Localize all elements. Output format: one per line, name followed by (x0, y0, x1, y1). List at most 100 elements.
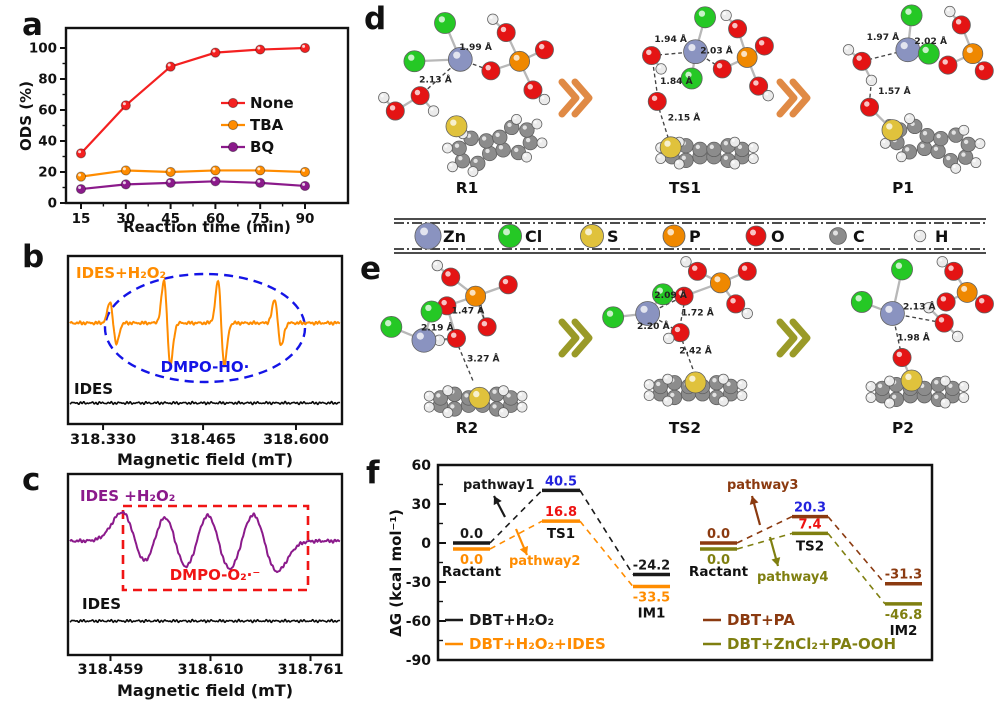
panel-d-letter: d (364, 1, 387, 37)
svg-text:3.27 Å: 3.27 Å (467, 353, 500, 364)
svg-text:IDES+H₂O₂: IDES+H₂O₂ (76, 264, 166, 282)
svg-text:15: 15 (72, 211, 91, 227)
svg-text:318.761: 318.761 (277, 662, 343, 678)
svg-text:ΔG (kcal mol⁻¹): ΔG (kcal mol⁻¹) (387, 509, 405, 637)
svg-text:IM2: IM2 (890, 623, 918, 639)
svg-text:318.600: 318.600 (263, 432, 329, 448)
panel-f-letter: f (366, 455, 380, 491)
svg-text:1.84 Å: 1.84 Å (660, 76, 693, 87)
structure-R1: 1.99 Å 2.13 Å R1 (378, 12, 554, 197)
svg-text:40.5: 40.5 (545, 474, 577, 489)
svg-text:2.20 Å: 2.20 Å (637, 321, 670, 332)
svg-text:60: 60 (412, 458, 432, 474)
svg-text:45: 45 (161, 211, 180, 227)
svg-text:30: 30 (116, 211, 135, 227)
svg-text:7.4: 7.4 (798, 517, 821, 532)
svg-text:BQ: BQ (250, 138, 274, 156)
svg-text:1.97 Å: 1.97 Å (867, 32, 900, 43)
svg-text:-90: -90 (406, 653, 432, 669)
panel-b-letter: b (22, 239, 45, 275)
svg-text:318.610: 318.610 (177, 662, 243, 678)
chevron-arrow-icon (558, 318, 593, 358)
svg-text:P1: P1 (892, 179, 914, 197)
svg-text:2.15 Å: 2.15 Å (668, 113, 701, 124)
svg-text:pathway4: pathway4 (757, 570, 828, 585)
svg-text:2.19 Å: 2.19 Å (421, 323, 454, 334)
svg-text:2.03 Å: 2.03 Å (700, 46, 733, 57)
svg-text:DBT+ZnCl₂+PA-OOH: DBT+ZnCl₂+PA-OOH (727, 635, 896, 653)
svg-text:H: H (935, 227, 948, 246)
svg-text:R2: R2 (456, 419, 478, 437)
svg-text:Ractant: Ractant (689, 564, 749, 580)
ods-line-chart: 15 30 45 60 75 90 0 20 40 60 80 100 Reaction time (m… (18, 26, 350, 236)
svg-text:-30: -30 (406, 575, 432, 591)
svg-text:2.13 Å: 2.13 Å (903, 302, 936, 313)
svg-text:Cl: Cl (525, 227, 542, 246)
svg-text:O: O (771, 227, 785, 246)
svg-text:0.0: 0.0 (707, 553, 730, 568)
svg-text:C: C (853, 227, 865, 246)
svg-text:None: None (250, 94, 294, 112)
svg-text:0.0: 0.0 (460, 553, 483, 568)
svg-text:20: 20 (38, 165, 57, 181)
svg-text:0.0: 0.0 (460, 527, 483, 542)
svg-text:30: 30 (412, 497, 432, 513)
svg-text:1.94 Å: 1.94 Å (654, 34, 687, 45)
svg-text:-60: -60 (406, 614, 432, 630)
svg-text:2.42 Å: 2.42 Å (679, 346, 712, 357)
svg-text:-46.8: -46.8 (885, 608, 922, 623)
svg-text:IDES: IDES (74, 380, 113, 398)
reaction-structures-pathway-1: 1.99 Å 2.13 Å R1 1.94 Å 2.03 Å 1.84 Å 2.15 Å TS… (356, 2, 994, 198)
svg-text:1.57 Å: 1.57 Å (878, 86, 911, 97)
svg-text:80: 80 (38, 72, 57, 88)
structure-R2: 1.47 Å 2.19 Å 3.27 Å R2 (380, 259, 528, 437)
svg-text:R1: R1 (456, 179, 478, 197)
svg-text:S: S (607, 227, 619, 246)
svg-text:2.02 Å: 2.02 Å (914, 36, 947, 47)
svg-text:-33.5: -33.5 (633, 591, 670, 606)
svg-text:0: 0 (421, 536, 431, 552)
svg-text:60: 60 (38, 103, 57, 119)
svg-text:DMPO-O₂·⁻: DMPO-O₂·⁻ (170, 566, 261, 584)
svg-text:2.13 Å: 2.13 Å (419, 74, 452, 85)
svg-text:100: 100 (29, 41, 57, 57)
svg-text:IM1: IM1 (638, 606, 666, 622)
svg-text:75: 75 (251, 211, 270, 227)
svg-text:TS1: TS1 (547, 526, 575, 542)
epr-spectrum-dmpo-o2: IDES +H₂O₂ IDES DMPO-O₂·⁻ 318.459 318.610 318… (66, 472, 344, 700)
svg-text:1.99 Å: 1.99 Å (459, 42, 492, 53)
svg-text:pathway2: pathway2 (509, 554, 580, 569)
svg-text:ODS (%): ODS (%) (18, 81, 35, 151)
svg-text:1.98 Å: 1.98 Å (897, 332, 930, 343)
svg-text:40: 40 (38, 134, 57, 150)
reaction-structures-pathway-2: 1.47 Å 2.19 Å 3.27 Å R2 2.09 Å 2.20 Å 1.72 Å 2.… (356, 256, 994, 438)
structure-P2: 2.13 Å 1.98 Å P2 (850, 256, 994, 437)
svg-text:20.3: 20.3 (794, 501, 826, 516)
svg-text:TS1: TS1 (669, 179, 701, 197)
svg-text:IDES: IDES (82, 595, 121, 613)
svg-text:pathway1: pathway1 (463, 478, 534, 493)
svg-text:Magnetic field (mT): Magnetic field (mT) (117, 450, 293, 469)
svg-text:pathway3: pathway3 (727, 478, 798, 493)
svg-text:16.8: 16.8 (545, 505, 577, 520)
svg-text:0.0: 0.0 (707, 527, 730, 542)
chevron-arrow-icon (776, 78, 811, 118)
panel-e-letter: e (360, 251, 382, 287)
structure-TS2: 2.09 Å 2.20 Å 1.72 Å 2.42 Å TS2 (602, 256, 757, 437)
structure-TS1: 1.94 Å 2.03 Å 1.84 Å 2.15 Å TS1 (642, 6, 774, 197)
svg-text:1.47 Å: 1.47 Å (452, 305, 485, 316)
atom-color-legend: Zn Cl S P O C H (394, 218, 986, 254)
svg-text:Ractant: Ractant (442, 564, 502, 580)
svg-text:60: 60 (206, 211, 225, 227)
svg-text:318.330: 318.330 (70, 432, 136, 448)
svg-text:318.459: 318.459 (77, 662, 143, 678)
svg-text:2.09 Å: 2.09 Å (654, 290, 687, 301)
svg-text:1.72 Å: 1.72 Å (681, 307, 714, 318)
svg-text:0: 0 (48, 196, 57, 212)
chevron-arrow-icon (776, 318, 811, 358)
chevron-arrow-icon (558, 78, 593, 118)
svg-text:Reaction time (min): Reaction time (min) (123, 218, 291, 236)
svg-text:DMPO-HO·: DMPO-HO· (161, 358, 250, 376)
svg-text:IDES +H₂O₂: IDES +H₂O₂ (80, 487, 175, 505)
